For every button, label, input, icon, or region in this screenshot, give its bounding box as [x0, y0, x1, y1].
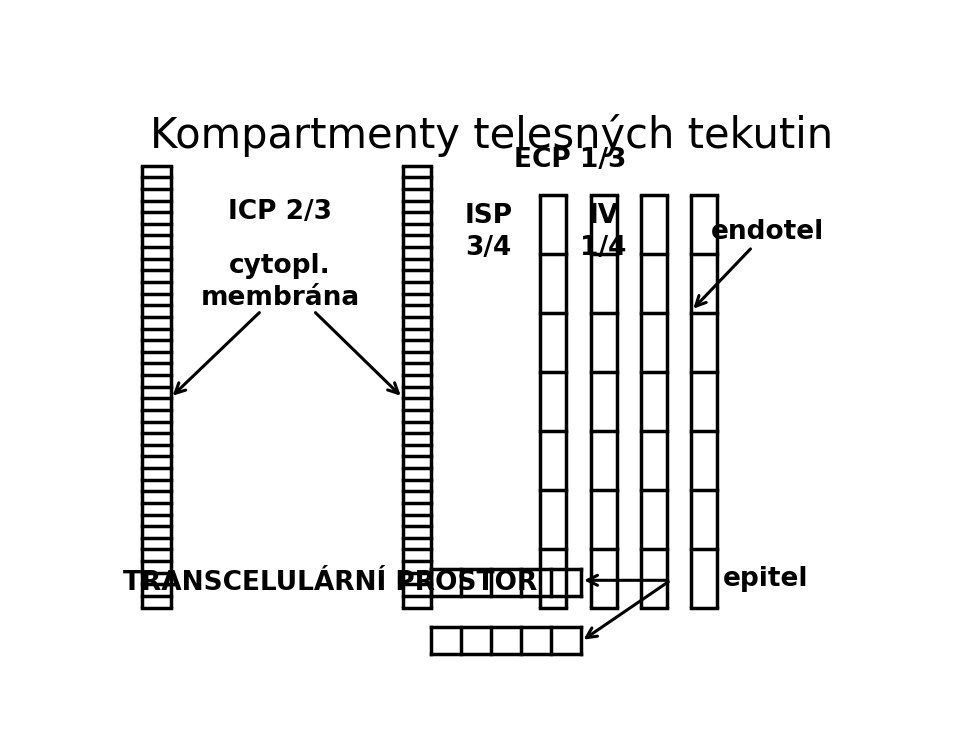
Text: IV
1/4: IV 1/4 — [581, 203, 627, 261]
Text: Kompartmenty telesných tekutin: Kompartmenty telesných tekutin — [151, 114, 833, 157]
Text: ICP 2/3: ICP 2/3 — [228, 199, 332, 225]
Text: epitel: epitel — [723, 566, 808, 592]
Text: TRANSCELULÁRNÍ PROSTOR: TRANSCELULÁRNÍ PROSTOR — [124, 570, 538, 596]
Text: cytopl.
membrána: cytopl. membrána — [201, 253, 360, 311]
Text: ISP
3/4: ISP 3/4 — [465, 203, 513, 261]
Text: endotel: endotel — [710, 219, 824, 245]
Text: ECP 1/3: ECP 1/3 — [514, 147, 626, 173]
